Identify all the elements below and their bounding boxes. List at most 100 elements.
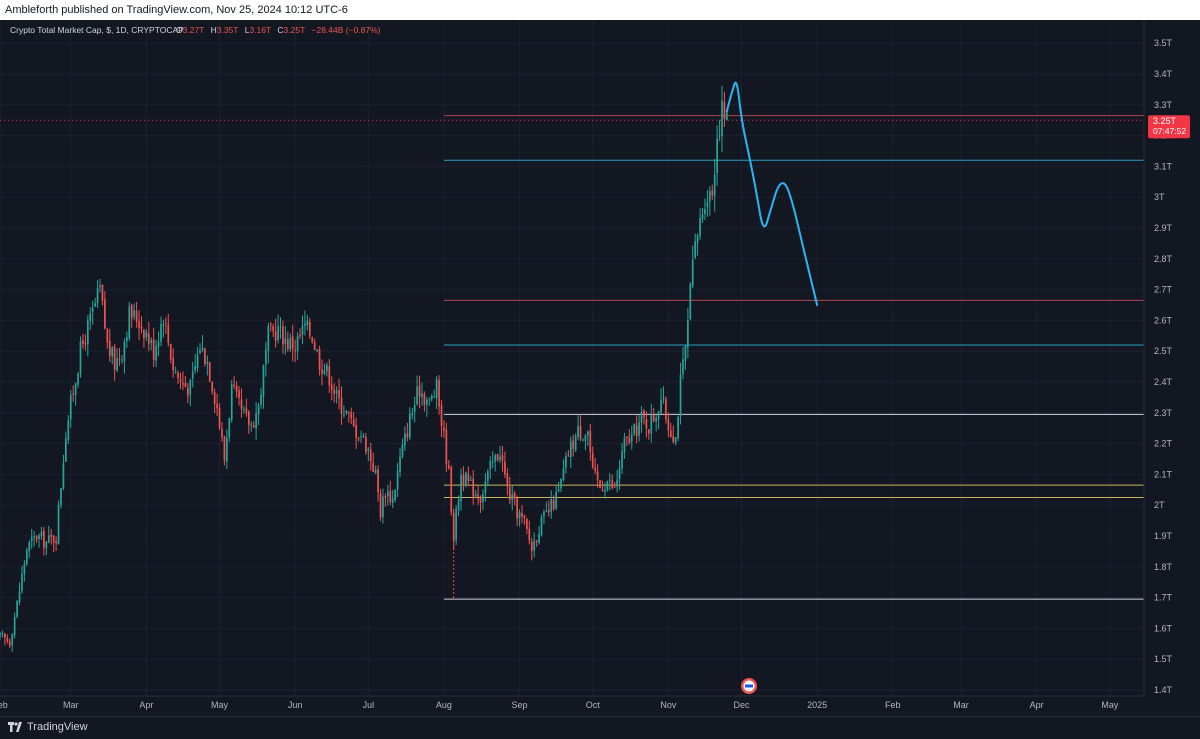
legend-c-value: 3.25T: [284, 25, 306, 35]
candle-body: [272, 326, 275, 332]
candle-body: [660, 399, 662, 413]
candle-body: [84, 342, 87, 345]
candle-body: [201, 347, 204, 350]
candle-body: [204, 348, 206, 364]
candle-body: [365, 436, 367, 453]
candle-body: [704, 209, 706, 214]
candle-body: [489, 460, 492, 470]
candle-body: [179, 379, 182, 382]
candle-body: [486, 470, 489, 482]
candle-body: [128, 306, 131, 339]
candle-body: [545, 511, 548, 513]
projection-path[interactable]: [725, 81, 819, 306]
x-tick-label: Jul: [363, 700, 375, 710]
event-marker-icon[interactable]: [741, 678, 757, 694]
candle-body: [518, 512, 521, 519]
candle-body: [291, 336, 294, 349]
y-tick-label: 2.2T: [1154, 439, 1173, 449]
publish-header: Ambleforth published on TradingView.com,…: [0, 0, 1200, 20]
candle-body: [255, 413, 257, 429]
candle-body: [330, 384, 333, 390]
candle-body: [465, 472, 467, 486]
candle-body: [18, 591, 21, 603]
candle-body: [147, 333, 150, 344]
legend-change: −28.44B (−0.87%): [312, 25, 381, 35]
candle-body: [0, 632, 1, 637]
candle-body: [35, 536, 38, 540]
y-tick-label: 2.5T: [1154, 346, 1173, 356]
candle-body: [167, 324, 170, 343]
candle-body: [60, 488, 62, 506]
candle-body: [104, 299, 106, 329]
x-tick-label: Jun: [288, 700, 303, 710]
candle-body: [186, 387, 189, 396]
candle-body: [208, 362, 211, 382]
candle-body: [577, 425, 579, 437]
candle-body: [689, 283, 692, 319]
candle-body: [626, 436, 628, 438]
y-tick-label: 3.4T: [1154, 69, 1173, 79]
legend-h-label: H: [211, 25, 217, 35]
grid: [0, 20, 1144, 696]
candle-body: [440, 405, 443, 427]
candle-body: [301, 325, 304, 335]
candle-body: [350, 412, 353, 419]
candle-body: [528, 528, 531, 541]
candle-body: [599, 480, 601, 488]
candle-body: [687, 320, 689, 348]
candle-body: [552, 500, 555, 509]
candle-body: [655, 418, 658, 422]
tradingview-logo[interactable]: TradingView: [8, 721, 88, 733]
candle-body: [238, 390, 240, 398]
candle-body: [357, 437, 360, 439]
y-tick-label: 2.8T: [1154, 254, 1173, 264]
candle-body: [567, 455, 570, 457]
x-tick-label: May: [211, 700, 229, 710]
candle-body: [482, 493, 484, 502]
candle-body: [421, 393, 423, 398]
candle-body: [213, 391, 216, 404]
horizontal-levels[interactable]: [0, 115, 1144, 600]
candle-body: [516, 496, 518, 519]
candle-body: [113, 346, 116, 370]
chart-canvas[interactable]: 3.5T3.4T3.3T3.2T3.1T3T2.9T2.8T2.7T2.6T2.…: [0, 20, 1200, 716]
x-tick-label: Sep: [512, 700, 528, 710]
candle-body: [721, 100, 723, 137]
candle-body: [630, 434, 633, 442]
candle-body: [223, 436, 226, 461]
candle-body: [152, 339, 155, 360]
candle-body: [28, 542, 31, 551]
candle-body: [706, 202, 709, 207]
candle-body: [189, 380, 192, 395]
candle-body: [484, 481, 487, 493]
x-tick-label: Apr: [139, 700, 153, 710]
candle-body: [450, 467, 453, 513]
candle-body: [172, 358, 175, 371]
candle-body: [269, 324, 272, 326]
candle-body: [38, 535, 40, 539]
y-tick-label: 2.3T: [1154, 408, 1173, 418]
candle-body: [116, 358, 118, 371]
candle-body: [423, 394, 426, 405]
y-tick-label: 3.5T: [1154, 38, 1173, 48]
candle-body: [182, 383, 184, 385]
legend-ohlc: O3.27T H3.35T L3.16T C3.25T −28.44B (−0.…: [176, 25, 381, 35]
tradingview-logo-text: TradingView: [27, 721, 88, 733]
candle-body: [394, 490, 397, 500]
candle-body: [228, 418, 231, 438]
candle-body: [8, 640, 11, 646]
y-tick-label: 1.8T: [1154, 562, 1173, 572]
time-axis[interactable]: Feb Mar Apr May Jun Jul Aug Sep Oct Nov Dec 2025 Feb…: [0, 695, 1144, 710]
candle-body: [150, 340, 153, 344]
candle-body: [582, 439, 584, 441]
candle-body: [533, 540, 536, 551]
candle-body: [684, 345, 687, 361]
candle-body: [323, 371, 326, 374]
candle-body: [584, 435, 587, 441]
candle-body: [391, 498, 394, 503]
candle-body: [538, 533, 540, 543]
candle-body: [245, 408, 248, 413]
candle-body: [418, 384, 421, 397]
candle-body: [428, 399, 431, 401]
x-tick-label: 2025: [807, 700, 827, 710]
